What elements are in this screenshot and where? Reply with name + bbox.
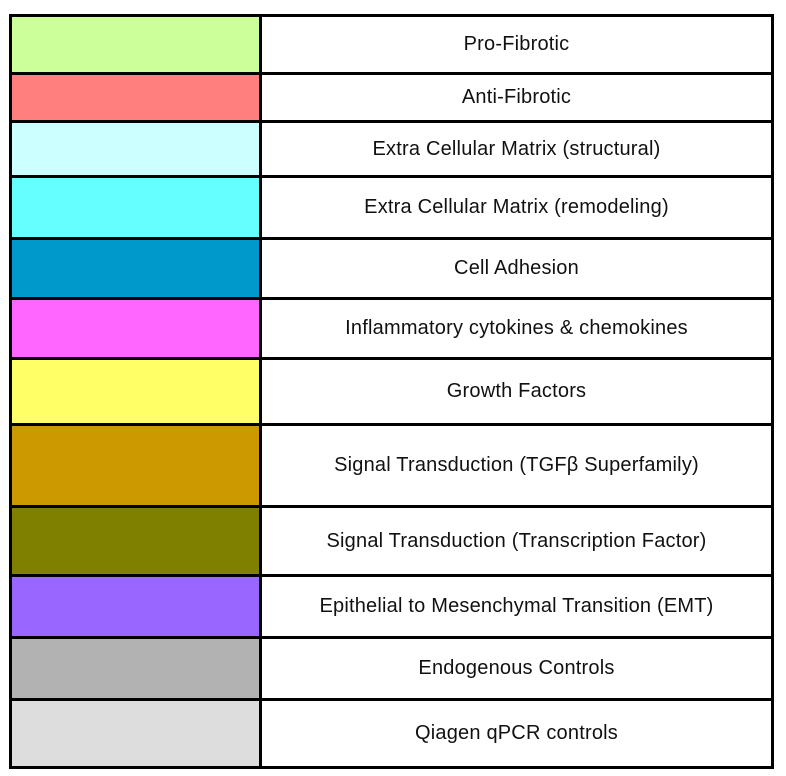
legend-row: Extra Cellular Matrix (remodeling) [9,175,774,240]
legend-row: Epithelial to Mesenchymal Transition (EM… [9,574,774,639]
legend-label: Signal Transduction (TGFβ Superfamily) [259,423,774,508]
legend-row: Cell Adhesion [9,237,774,300]
legend-label: Qiagen qPCR controls [259,698,774,769]
color-swatch [9,297,262,360]
legend-label: Growth Factors [259,357,774,426]
color-swatch [9,698,262,769]
color-swatch [9,14,262,75]
color-swatch [9,636,262,701]
legend-label: Extra Cellular Matrix (structural) [259,120,774,178]
color-swatch [9,120,262,178]
legend-row: Signal Transduction (Transcription Facto… [9,505,774,577]
legend-row: Pro-Fibrotic [9,14,774,75]
legend-row: Extra Cellular Matrix (structural) [9,120,774,178]
legend-label: Signal Transduction (Transcription Facto… [259,505,774,577]
color-swatch [9,175,262,240]
color-swatch [9,423,262,508]
color-swatch [9,574,262,639]
color-swatch [9,237,262,300]
color-swatch [9,357,262,426]
color-legend-table: Pro-Fibrotic Anti-Fibrotic Extra Cellula… [9,14,774,769]
legend-label: Inflammatory cytokines & chemokines [259,297,774,360]
color-swatch [9,72,262,123]
legend-label: Anti-Fibrotic [259,72,774,123]
legend-label: Extra Cellular Matrix (remodeling) [259,175,774,240]
legend-row: Anti-Fibrotic [9,72,774,123]
legend-row: Inflammatory cytokines & chemokines [9,297,774,360]
legend-label: Epithelial to Mesenchymal Transition (EM… [259,574,774,639]
legend-row: Qiagen qPCR controls [9,698,774,769]
color-swatch [9,505,262,577]
legend-label: Pro-Fibrotic [259,14,774,75]
legend-row: Growth Factors [9,357,774,426]
legend-label: Cell Adhesion [259,237,774,300]
legend-row: Endogenous Controls [9,636,774,701]
legend-row: Signal Transduction (TGFβ Superfamily) [9,423,774,508]
legend-label: Endogenous Controls [259,636,774,701]
